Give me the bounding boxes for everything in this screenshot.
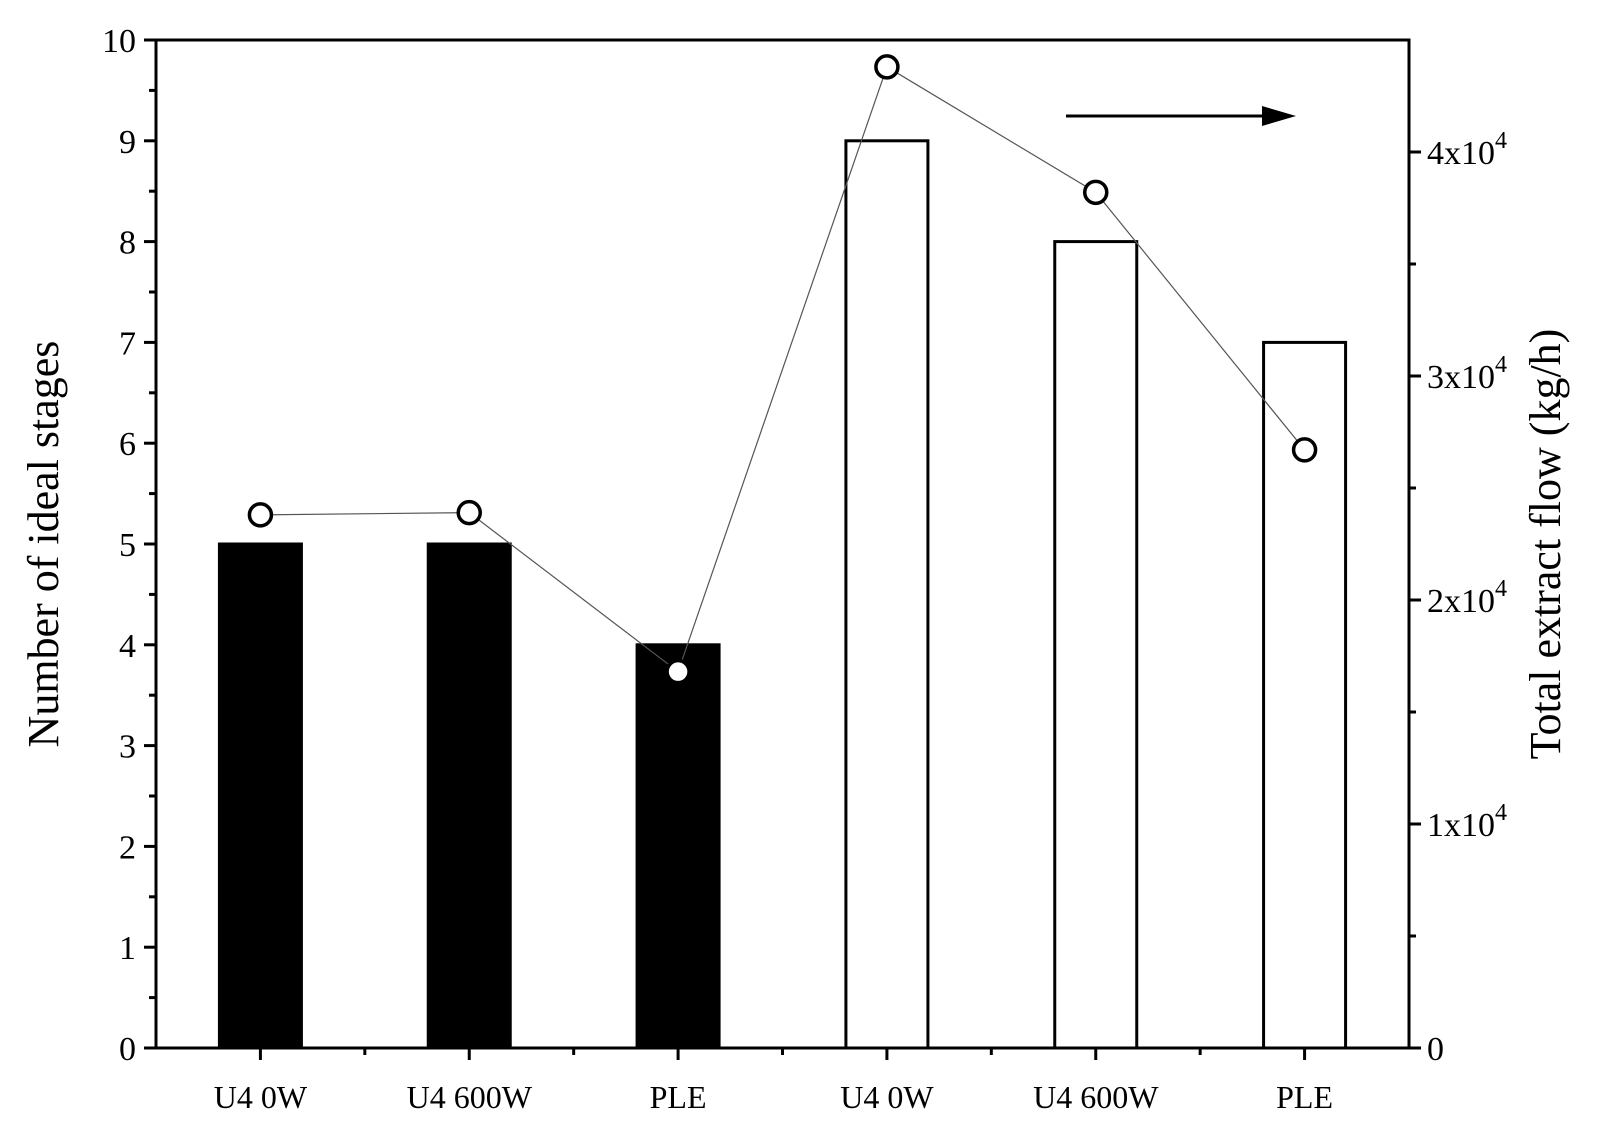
data-point [665,658,691,685]
bar [1053,240,1139,1050]
left-tick-label: 8 [119,225,136,262]
x-tick-label: U4 0W [214,1079,308,1115]
bar [426,542,512,1050]
x-tick-label: U4 600W [407,1079,533,1115]
plot-frame [154,38,1411,1050]
left-axis-title: Number of ideal stages [19,341,68,748]
right-tick-label: 4x104 [1427,128,1507,172]
line-layer [247,54,1318,685]
axes-layer: 0 1 2 3 4 5 6 7 8 9 10 0 1x104 2x104 3x104 4x104 U4 0W U4… [102,23,1507,1115]
data-point [456,499,482,526]
bars-layer [217,139,1348,1050]
left-tick-label: 9 [119,124,136,161]
bar [217,542,303,1050]
left-tick-label: 3 [119,729,136,766]
right-tick-label: 2x104 [1427,576,1507,620]
x-tick-label: U4 0W [840,1079,934,1115]
bar [844,139,930,1050]
x-tick-label: PLE [650,1079,707,1115]
left-tick-label: 0 [119,1031,136,1068]
x-tick-label: PLE [1276,1079,1333,1115]
left-tick-label: 10 [102,23,136,60]
right-tick-label: 0 [1427,1031,1444,1068]
left-tick-label: 7 [119,325,136,362]
annotation-arrow [1066,106,1296,126]
right-tick-label: 3x104 [1427,352,1507,396]
right-axis-title: Total extract flow (kg/h) [1521,329,1570,760]
left-tick-label: 2 [119,829,136,866]
bar [635,643,721,1050]
left-tick-label: 4 [119,628,136,665]
series-line [260,65,1306,673]
left-tick-label: 6 [119,426,136,463]
data-point [1291,437,1318,463]
data-point [247,502,274,528]
x-tick-label: U4 600W [1033,1079,1159,1115]
left-tick-label: 5 [119,527,136,564]
data-point [874,54,900,80]
right-tick-label: 1x104 [1427,800,1507,844]
left-tick-label: 1 [119,930,136,967]
data-point [1083,179,1109,206]
